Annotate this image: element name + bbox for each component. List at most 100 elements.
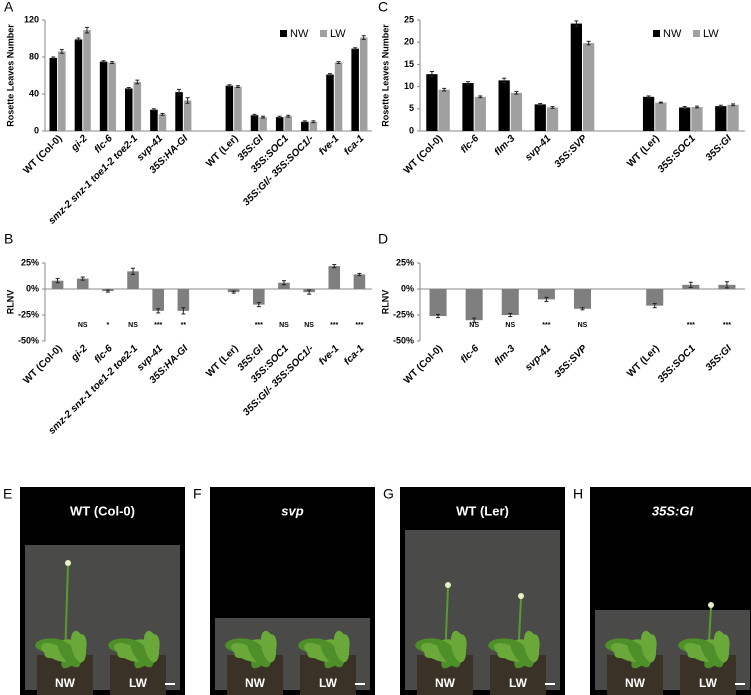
- error-bar: [281, 280, 286, 286]
- significance-label: ***: [355, 322, 363, 329]
- error-bar: [59, 49, 64, 54]
- bar: [74, 39, 83, 131]
- leaf: [333, 630, 350, 663]
- bar: [51, 280, 64, 289]
- error-bar: [126, 87, 131, 90]
- photo-label: NW: [55, 676, 76, 690]
- error-bar: [688, 281, 693, 288]
- x-tick-label: 35S:SVP: [553, 133, 590, 170]
- leaf: [247, 640, 271, 668]
- legend-label: LW: [330, 28, 346, 40]
- bar: [691, 107, 703, 131]
- bar: [83, 30, 91, 131]
- error-bar: [252, 113, 257, 117]
- x-tick-label: flm-3: [493, 343, 518, 368]
- bar: [234, 86, 242, 131]
- error-bar: [160, 112, 165, 116]
- x-tick-label: svp-41: [523, 133, 553, 163]
- legend-swatch: [693, 30, 700, 37]
- x-tick-label: WT (Ler): [625, 343, 661, 379]
- photo-label: LW: [509, 676, 528, 690]
- bar: [646, 289, 664, 306]
- leaf: [523, 630, 540, 663]
- leaf: [57, 640, 81, 668]
- error-bar: [724, 281, 729, 289]
- error-bar: [277, 115, 282, 119]
- photo-label: NW: [435, 676, 456, 690]
- bar: [183, 100, 192, 131]
- error-bar: [231, 290, 236, 294]
- y-tick-label: -50%: [393, 335, 414, 345]
- x-tick-label: flc-6: [93, 343, 116, 366]
- error-bar: [658, 101, 663, 104]
- bar: [152, 289, 164, 311]
- bar: [359, 37, 368, 132]
- y-tick-label: 0%: [401, 283, 414, 293]
- y-axis-label: Rosette Leaves Number: [5, 24, 15, 127]
- x-tick-label: WT (Col-0): [402, 133, 445, 176]
- flower: [708, 602, 714, 608]
- error-bar: [307, 289, 312, 295]
- leaf: [450, 630, 467, 663]
- error-bar: [302, 120, 307, 124]
- significance-label: NS: [304, 322, 314, 329]
- bar: [465, 289, 483, 321]
- panel-letter: D: [378, 231, 388, 247]
- bar: [158, 114, 167, 131]
- error-bar: [101, 60, 106, 64]
- error-bar: [466, 81, 471, 85]
- flower: [445, 582, 451, 588]
- bar: [583, 43, 595, 132]
- bar: [655, 102, 667, 131]
- bar: [225, 85, 234, 131]
- y-tick-label: 10: [404, 81, 414, 91]
- x-tick-label: flc-6: [93, 133, 116, 156]
- x-tick-label: 35S:SVP: [553, 343, 590, 380]
- significance-label: *: [107, 322, 110, 329]
- leaf: [437, 640, 461, 668]
- y-tick-label: 5: [409, 103, 414, 113]
- error-bar: [353, 47, 358, 51]
- leaf: [700, 640, 724, 668]
- x-tick-label: 35S:SOC1: [656, 343, 698, 385]
- error-bar: [256, 302, 261, 308]
- bar: [133, 81, 142, 131]
- error-bar: [181, 307, 186, 315]
- legend-swatch: [320, 30, 327, 37]
- error-bar: [442, 87, 447, 92]
- y-axis-label: RLNV: [380, 290, 390, 315]
- bar: [498, 80, 510, 131]
- error-bar: [76, 37, 81, 42]
- bar: [175, 92, 183, 131]
- x-tick-label: WT (Col-0): [402, 343, 445, 386]
- bar: [474, 96, 486, 131]
- error-bar: [55, 278, 60, 284]
- error-bar: [682, 106, 687, 109]
- x-tick-label: fca-1: [342, 133, 367, 158]
- error-bar: [151, 108, 156, 112]
- legend-label: NW: [290, 28, 309, 40]
- significance-label: ***: [687, 322, 695, 329]
- y-tick-label: -25%: [18, 309, 39, 319]
- legend-swatch: [653, 30, 660, 37]
- error-bar: [156, 308, 161, 314]
- error-bar: [80, 276, 85, 281]
- bar: [76, 278, 89, 289]
- x-tick-label: flm-3: [493, 133, 518, 158]
- x-tick-label: 35S:SOC1: [656, 133, 698, 175]
- error-bar: [472, 317, 477, 323]
- photo-label: NW: [625, 676, 646, 690]
- error-bar: [311, 120, 316, 124]
- error-bar: [361, 35, 366, 40]
- significance-label: **: [181, 322, 187, 329]
- y-tick-label: 20: [404, 37, 414, 47]
- significance-label: ***: [723, 322, 731, 329]
- y-tick-label: 25%: [396, 257, 414, 267]
- photo-label: LW: [319, 676, 338, 690]
- y-tick-label: 0%: [26, 283, 39, 293]
- bar: [534, 104, 546, 131]
- legend-label: LW: [703, 28, 719, 40]
- bar: [250, 115, 259, 131]
- error-bar: [478, 95, 483, 99]
- bar: [573, 289, 592, 309]
